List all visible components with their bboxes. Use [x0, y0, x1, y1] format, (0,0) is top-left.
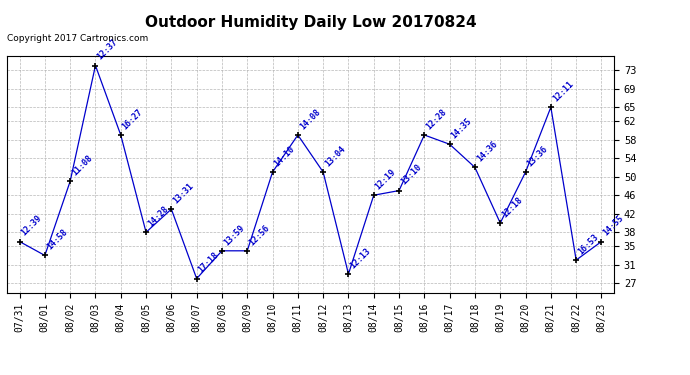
Text: Humidity  (%): Humidity (%): [576, 27, 652, 37]
Text: 14:10: 14:10: [273, 144, 297, 168]
Text: 16:53: 16:53: [576, 232, 600, 256]
Text: 13:59: 13:59: [222, 223, 246, 247]
Text: 12:18: 12:18: [500, 195, 524, 219]
Text: 11:08: 11:08: [70, 154, 95, 178]
Text: 13:04: 13:04: [323, 144, 347, 168]
Text: 13:31: 13:31: [171, 182, 195, 206]
Text: 13:10: 13:10: [399, 163, 423, 187]
Text: 12:28: 12:28: [424, 107, 448, 131]
Text: Copyright 2017 Cartronics.com: Copyright 2017 Cartronics.com: [7, 34, 148, 43]
Text: 14:28: 14:28: [146, 204, 170, 229]
Text: 14:55: 14:55: [602, 214, 626, 238]
Text: 12:56: 12:56: [247, 223, 271, 247]
Text: 12:19: 12:19: [374, 168, 398, 192]
Text: 14:36: 14:36: [475, 140, 499, 164]
Text: Outdoor Humidity Daily Low 20170824: Outdoor Humidity Daily Low 20170824: [145, 15, 476, 30]
Text: 16:27: 16:27: [121, 107, 145, 131]
Text: 14:35: 14:35: [450, 117, 474, 141]
Text: 14:08: 14:08: [298, 107, 322, 131]
Text: 12:37: 12:37: [95, 38, 119, 62]
Text: 12:13: 12:13: [348, 246, 373, 270]
Text: 12:11: 12:11: [551, 80, 575, 104]
Text: 14:58: 14:58: [45, 228, 69, 252]
Text: 12:39: 12:39: [19, 214, 43, 238]
Text: 13:36: 13:36: [526, 144, 550, 168]
Text: 17:18: 17:18: [197, 251, 221, 275]
